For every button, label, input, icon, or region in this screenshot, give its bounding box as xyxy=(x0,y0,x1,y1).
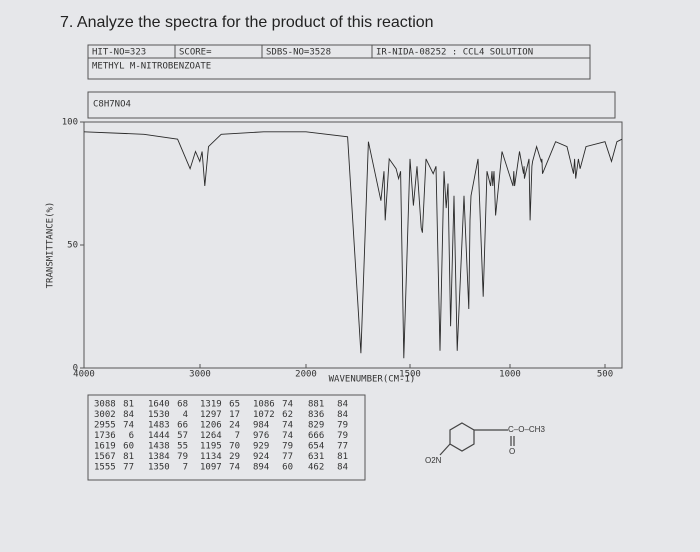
hit-number: HIT-NO=323 xyxy=(92,48,146,58)
peak-transmittance: 57 xyxy=(177,431,188,441)
peak-transmittance: 74 xyxy=(123,421,134,431)
peak-wavenumber: 1444 xyxy=(148,431,170,441)
peak-wavenumber: 2955 xyxy=(94,421,116,431)
peak-transmittance: 79 xyxy=(282,442,293,452)
peak-transmittance: 17 xyxy=(229,410,240,420)
formula: C8H7NO4 xyxy=(93,100,131,110)
question: 7. Analyze the spectra for the product o… xyxy=(60,14,434,31)
peak-wavenumber: 976 xyxy=(253,431,269,441)
peak-wavenumber: 1530 xyxy=(148,410,170,420)
x-axis-label: WAVENUMBER(CM-1) xyxy=(329,375,416,385)
peak-wavenumber: 666 xyxy=(308,431,324,441)
peak-wavenumber: 631 xyxy=(308,452,324,462)
peak-wavenumber: 1736 xyxy=(94,431,116,441)
peak-transmittance: 7 xyxy=(235,431,240,441)
peak-wavenumber: 929 xyxy=(253,442,269,452)
peak-table-box xyxy=(87,394,366,481)
peak-wavenumber: 1086 xyxy=(253,400,275,410)
x-tick-label: 500 xyxy=(597,370,613,380)
peak-wavenumber: 984 xyxy=(253,421,269,431)
peak-wavenumber: 1134 xyxy=(200,452,222,462)
peak-wavenumber: 894 xyxy=(253,463,269,473)
peak-wavenumber: 462 xyxy=(308,463,324,473)
peak-transmittance: 7 xyxy=(183,463,188,473)
peak-wavenumber: 1350 xyxy=(148,463,170,473)
compound: METHYL M-NITROBENZOATE xyxy=(92,62,211,72)
peak-wavenumber: 1483 xyxy=(148,421,170,431)
y-tick-label: 100 xyxy=(62,118,78,128)
peak-transmittance: 60 xyxy=(282,463,293,473)
peak-wavenumber: 1555 xyxy=(94,463,116,473)
peak-transmittance: 77 xyxy=(282,452,293,462)
peak-transmittance: 74 xyxy=(229,463,240,473)
y-tick-label: 0 xyxy=(73,364,78,374)
peak-wavenumber: 1640 xyxy=(148,400,170,410)
peak-transmittance: 74 xyxy=(282,421,293,431)
x-tick-label: 3000 xyxy=(189,370,211,380)
header-box xyxy=(87,44,591,80)
structure xyxy=(439,422,515,456)
peak-transmittance: 4 xyxy=(183,410,188,420)
peak-transmittance: 6 xyxy=(129,431,134,441)
peak-wavenumber: 1072 xyxy=(253,410,275,420)
peak-wavenumber: 924 xyxy=(253,452,269,462)
peak-wavenumber: 1297 xyxy=(200,410,222,420)
peak-transmittance: 77 xyxy=(123,463,134,473)
x-tick-label: 1500 xyxy=(399,370,421,380)
peak-wavenumber: 836 xyxy=(308,410,324,420)
formula-box xyxy=(87,91,616,119)
peak-transmittance: 74 xyxy=(282,431,293,441)
peak-wavenumber: 829 xyxy=(308,421,324,431)
peak-transmittance: 74 xyxy=(282,400,293,410)
peak-wavenumber: 3002 xyxy=(94,410,116,420)
y-tick-label: 50 xyxy=(67,241,78,251)
peak-transmittance: 81 xyxy=(337,452,348,462)
method: IR-NIDA-08252 : CCL4 SOLUTION xyxy=(376,48,533,58)
peak-transmittance: 77 xyxy=(337,442,348,452)
peak-transmittance: 79 xyxy=(337,431,348,441)
peak-transmittance: 81 xyxy=(123,452,134,462)
nitro-label: O2N xyxy=(425,456,442,465)
peak-transmittance: 29 xyxy=(229,452,240,462)
peak-transmittance: 60 xyxy=(123,442,134,452)
peak-wavenumber: 881 xyxy=(308,400,324,410)
peak-transmittance: 62 xyxy=(282,410,293,420)
peak-transmittance: 84 xyxy=(337,410,348,420)
carbonyl-label: O xyxy=(509,447,515,456)
peak-wavenumber: 3088 xyxy=(94,400,116,410)
x-tick-label: 4000 xyxy=(73,370,95,380)
peak-wavenumber: 1619 xyxy=(94,442,116,452)
sdbs-number: SDBS-NO=3528 xyxy=(266,48,331,58)
peak-transmittance: 70 xyxy=(229,442,240,452)
peak-transmittance: 24 xyxy=(229,421,240,431)
bond xyxy=(439,443,451,456)
peak-transmittance: 79 xyxy=(337,421,348,431)
peak-wavenumber: 1567 xyxy=(94,452,116,462)
peak-wavenumber: 1195 xyxy=(200,442,222,452)
peak-transmittance: 66 xyxy=(177,421,188,431)
peak-wavenumber: 1438 xyxy=(148,442,170,452)
peak-transmittance: 84 xyxy=(337,463,348,473)
peak-transmittance: 55 xyxy=(177,442,188,452)
peak-transmittance: 81 xyxy=(123,400,134,410)
peak-transmittance: 68 xyxy=(177,400,188,410)
spectrum-line xyxy=(83,131,623,359)
peak-transmittance: 65 xyxy=(229,400,240,410)
peak-wavenumber: 1264 xyxy=(200,431,222,441)
peak-transmittance: 84 xyxy=(337,400,348,410)
peak-transmittance: 79 xyxy=(177,452,188,462)
x-tick-label: 2000 xyxy=(295,370,317,380)
peak-wavenumber: 654 xyxy=(308,442,324,452)
score: SCORE= xyxy=(179,48,212,58)
peak-transmittance: 84 xyxy=(123,410,134,420)
peak-wavenumber: 1384 xyxy=(148,452,170,462)
x-tick-label: 1000 xyxy=(499,370,521,380)
peak-wavenumber: 1206 xyxy=(200,421,222,431)
peak-wavenumber: 1097 xyxy=(200,463,222,473)
ester-label: C–O–CH3 xyxy=(508,425,545,434)
y-axis-label: TRANSMITTANCE(%) xyxy=(46,202,56,289)
peak-wavenumber: 1319 xyxy=(200,400,222,410)
